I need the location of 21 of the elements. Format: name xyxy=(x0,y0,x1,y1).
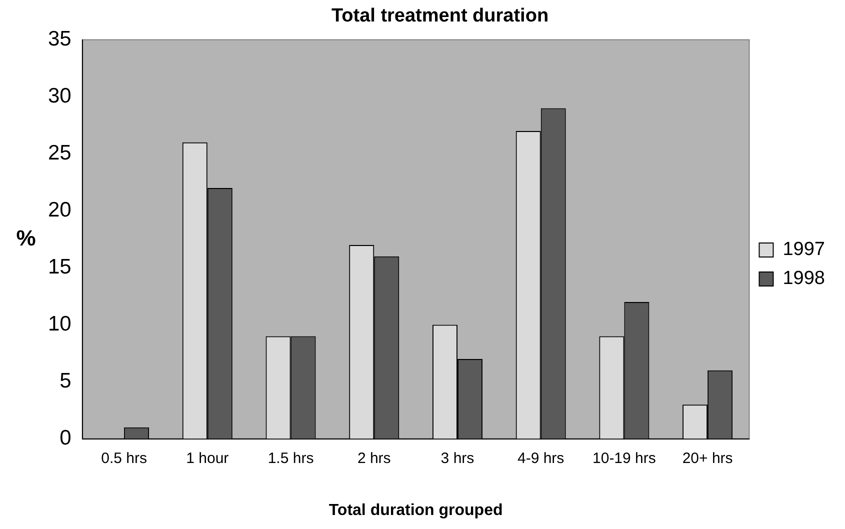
y-axis-title: % xyxy=(16,225,36,250)
x-tick-label: 10-19 hrs xyxy=(592,450,656,467)
y-tick-label: 25 xyxy=(48,142,72,165)
legend-label: 1997 xyxy=(782,239,826,260)
x-tick-label: 20+ hrs xyxy=(682,450,733,467)
legend-label: 1998 xyxy=(782,268,826,290)
y-tick-label: 20 xyxy=(48,198,72,222)
x-tick-label: 2 hrs xyxy=(357,450,391,467)
y-tick-label: 0 xyxy=(60,426,72,450)
y-tick-label: 15 xyxy=(48,256,72,279)
x-axis-title: Total duration grouped xyxy=(328,502,503,519)
y-tick-label: 5 xyxy=(60,370,72,393)
x-tick-label: 3 hrs xyxy=(440,450,474,467)
x-tick-label: 4-9 hrs xyxy=(517,450,564,467)
y-tick-label: 30 xyxy=(48,84,72,108)
y-tick-label: 10 xyxy=(48,312,72,336)
x-tick-label: 0.5 hrs xyxy=(101,450,147,467)
x-tick-label: 1.5 hrs xyxy=(268,450,314,467)
y-tick-label: 35 xyxy=(48,28,72,51)
chart-title: Total treatment duration xyxy=(331,6,549,27)
x-tick-label: 1 hour xyxy=(186,450,229,467)
